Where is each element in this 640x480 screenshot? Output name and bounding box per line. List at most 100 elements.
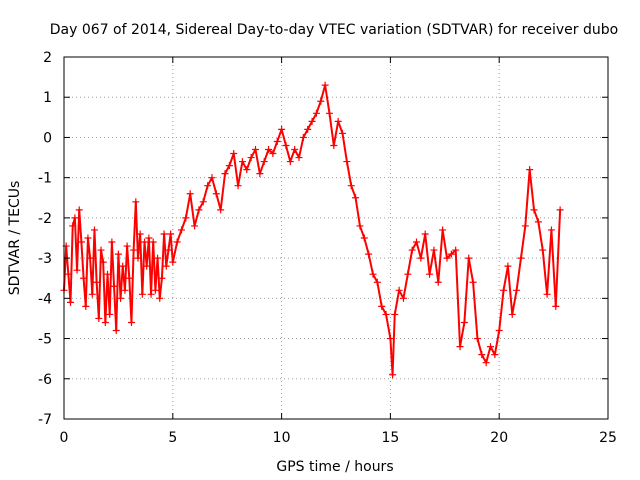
y-tick-label: 2	[43, 50, 52, 66]
series-segment	[537, 220, 544, 252]
series-segment	[502, 265, 509, 292]
series-segment	[493, 329, 501, 356]
series-segment	[180, 216, 187, 231]
series-segment	[306, 120, 314, 131]
series-segment	[84, 237, 89, 308]
data-points	[60, 81, 564, 379]
series-segment	[232, 152, 240, 187]
series-segment	[280, 128, 287, 147]
plot-frame	[63, 56, 609, 420]
series-segment	[459, 321, 466, 348]
series-segment	[130, 249, 135, 324]
series-segment	[480, 353, 488, 364]
series-segment	[254, 148, 261, 175]
series-segment	[485, 345, 492, 364]
series-segment	[97, 249, 102, 320]
series-segment	[126, 245, 131, 280]
series-segment	[193, 208, 200, 227]
series-segment	[197, 200, 205, 211]
series-segment	[385, 313, 392, 340]
series-segment	[224, 164, 231, 175]
series-segment	[419, 232, 427, 260]
series-segment	[311, 112, 318, 123]
y-tick-label: -7	[38, 412, 52, 428]
series-segment	[354, 196, 361, 227]
series-segment	[524, 168, 531, 227]
series-segment	[415, 241, 422, 260]
series-segment	[437, 228, 444, 284]
series-segment	[367, 253, 374, 276]
y-tick-label: -2	[38, 211, 52, 227]
series-segment	[541, 249, 549, 296]
series-segment	[219, 172, 227, 211]
series-segment	[176, 228, 183, 244]
x-tick-label: 25	[599, 430, 617, 446]
y-axis-label: SDTVAR / TECUs	[7, 181, 23, 296]
data-point	[556, 206, 564, 214]
series-segment	[358, 224, 366, 239]
x-tick-label: 5	[168, 430, 177, 446]
series-segment	[391, 313, 396, 376]
series-segment	[428, 249, 435, 276]
series-segment	[533, 208, 540, 223]
series-segment	[80, 241, 85, 280]
series-segment	[441, 228, 448, 260]
series-segment	[380, 305, 388, 316]
series-segment	[454, 249, 462, 348]
series-segment	[554, 208, 562, 308]
series-segment	[202, 184, 209, 203]
series-segment	[315, 100, 322, 115]
y-tick-label: -1	[38, 171, 52, 187]
series-segment	[319, 84, 327, 103]
series-segment	[332, 120, 340, 147]
series-segment	[184, 192, 192, 219]
series-segment	[371, 273, 379, 284]
series-segment	[76, 208, 81, 272]
series-segment	[69, 224, 74, 304]
x-tick-label: 20	[490, 430, 508, 446]
x-tick-label: 15	[381, 430, 399, 446]
series-segment	[511, 289, 518, 316]
series-segment	[328, 112, 335, 147]
series-segment	[550, 228, 557, 308]
series-segment	[302, 128, 309, 139]
series-segment	[350, 184, 357, 199]
series-segment	[546, 228, 553, 296]
series-segment	[345, 160, 353, 187]
series-segment	[506, 265, 514, 316]
series-segment	[206, 176, 213, 187]
series-segment	[528, 168, 536, 211]
chart-title: Day 067 of 2014, Sidereal Day-to-day VTE…	[50, 22, 618, 38]
series-segment	[463, 257, 470, 324]
series-segment	[78, 208, 83, 244]
y-tick-label: -5	[38, 332, 52, 348]
series-segment	[189, 192, 196, 227]
series-segment	[284, 144, 292, 163]
series-segment	[93, 228, 98, 284]
series-segment	[237, 160, 244, 187]
series-segment	[298, 136, 305, 159]
series-segment	[376, 281, 383, 308]
series-segment	[363, 237, 370, 256]
series-segment	[476, 337, 483, 356]
series-segment	[134, 200, 139, 260]
x-tick-label: 0	[60, 430, 69, 446]
series-segment	[169, 232, 174, 264]
series-segment	[271, 140, 279, 155]
series-segment	[406, 249, 414, 276]
y-tick-label: -4	[38, 291, 52, 307]
series-segment	[258, 160, 266, 175]
y-tick-label: -6	[38, 372, 52, 388]
series-segment	[337, 120, 344, 135]
y-tick-label: 0	[43, 130, 52, 146]
series-segment	[141, 241, 146, 296]
series-segment	[215, 192, 222, 211]
series-segment	[424, 232, 431, 276]
series-segment	[171, 241, 179, 264]
series-segment	[263, 148, 270, 163]
x-tick-label: 10	[273, 430, 291, 446]
x-axis-label: GPS time / hours	[276, 459, 393, 475]
series-segment	[210, 176, 218, 195]
series-segment	[432, 249, 440, 284]
